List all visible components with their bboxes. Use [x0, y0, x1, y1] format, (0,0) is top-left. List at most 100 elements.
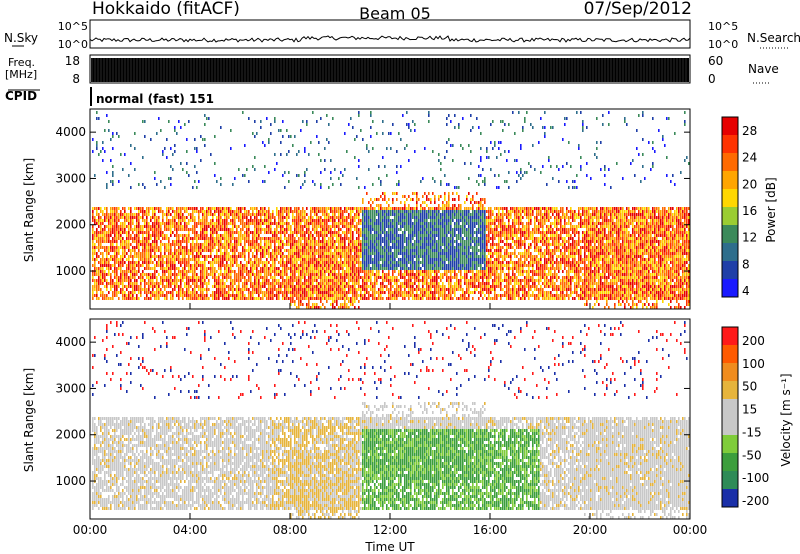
rti-cell: [186, 210, 188, 213]
rti-cell: [382, 219, 384, 222]
rti-cell: [294, 261, 296, 264]
rti-cell: [258, 258, 260, 261]
rti-cell: [382, 279, 384, 282]
rti-cell: [152, 216, 154, 219]
rti-cell: [358, 294, 360, 297]
rti-cell: [328, 279, 330, 282]
rti-cell: [128, 246, 130, 249]
freq-unit: [MHz]: [5, 68, 37, 81]
rti-cell: [384, 279, 386, 282]
rti-cell: [400, 264, 402, 267]
rti-cell: [388, 273, 390, 276]
rti-cell: [158, 258, 160, 261]
rti-cell: [300, 222, 302, 225]
rti-cell: [226, 207, 228, 210]
rti-cell: [190, 252, 192, 255]
rti-cell: [396, 288, 398, 291]
rti-cell: [246, 270, 248, 273]
rti-cell: [352, 264, 354, 267]
rti-cell: [296, 228, 298, 231]
rti-cell: [146, 246, 148, 249]
rti-cell: [110, 255, 112, 258]
rti-cell: [346, 228, 348, 231]
rti-cell: [340, 261, 342, 264]
rti-cell: [118, 249, 120, 252]
rti-cell: [260, 270, 262, 273]
rti-cell: [156, 222, 158, 225]
rti-cell: [170, 252, 172, 255]
rti-cell: [260, 243, 262, 246]
rti-cell: [158, 207, 160, 210]
rti-cell: [374, 228, 376, 231]
rti-cell: [324, 159, 326, 162]
rti-cell: [246, 264, 248, 267]
rti-cell: [236, 288, 238, 291]
rti-cell: [240, 213, 242, 216]
rti-cell: [282, 216, 284, 219]
rti-cell: [214, 246, 216, 249]
rti-cell: [146, 213, 148, 216]
rti-cell: [262, 141, 264, 144]
rti-cell: [352, 126, 354, 129]
rti-cell: [294, 210, 296, 213]
rti-cell: [172, 288, 174, 291]
rti-cell: [422, 258, 424, 261]
rti-cell: [290, 252, 292, 255]
rti-cell: [282, 276, 284, 279]
rti-cell: [152, 210, 154, 213]
rti-cell: [282, 282, 284, 285]
rti-cell: [238, 168, 240, 171]
rti-cell: [270, 297, 272, 300]
rti-cell: [166, 261, 168, 264]
rti-cell: [192, 231, 194, 234]
rti-cell: [194, 285, 196, 288]
rti-cell: [274, 153, 276, 156]
rti-cell: [112, 237, 114, 240]
rti-cell: [96, 141, 98, 144]
rti-cell: [346, 294, 348, 297]
rti-cell: [106, 237, 108, 240]
rti-cell: [346, 258, 348, 261]
rti-cell: [214, 267, 216, 270]
rti-cell: [306, 282, 308, 285]
rti-cell: [412, 216, 414, 219]
rti-cell: [294, 267, 296, 270]
rti-cell: [244, 222, 246, 225]
rti-cell: [316, 231, 318, 234]
rti-cell: [182, 273, 184, 276]
rti-cell: [288, 261, 290, 264]
rti-cell: [194, 267, 196, 270]
rti-cell: [370, 210, 372, 213]
rti-cell: [318, 216, 320, 219]
rti-cell: [404, 249, 406, 252]
rti-cell: [246, 228, 248, 231]
rti-cell: [422, 297, 424, 300]
rti-cell: [234, 213, 236, 216]
rti-cell: [246, 234, 248, 237]
rti-cell: [296, 216, 298, 219]
rti-cell: [324, 222, 326, 225]
rti-cell: [364, 243, 366, 246]
rti-cell: [408, 252, 410, 255]
rti-cell: [96, 207, 98, 210]
rti-cell: [424, 210, 426, 213]
rti-cell: [354, 261, 356, 264]
rti-cell: [286, 294, 288, 297]
rti-cell: [136, 297, 138, 300]
rti-cell: [322, 249, 324, 252]
rti-cell: [156, 132, 158, 135]
rti-cell: [100, 219, 102, 222]
rti-cell: [128, 270, 130, 273]
rti-cell: [154, 270, 156, 273]
rti-cell: [182, 261, 184, 264]
rti-cell: [306, 249, 308, 252]
rti-cell: [384, 192, 386, 195]
rti-cell: [218, 243, 220, 246]
rti-cell: [202, 288, 204, 291]
rti-cell: [212, 249, 214, 252]
rti-cell: [180, 264, 182, 267]
rti-cell: [358, 276, 360, 279]
rti-cell: [190, 294, 192, 297]
rti-cell: [246, 213, 248, 216]
rti-cell: [132, 294, 134, 297]
